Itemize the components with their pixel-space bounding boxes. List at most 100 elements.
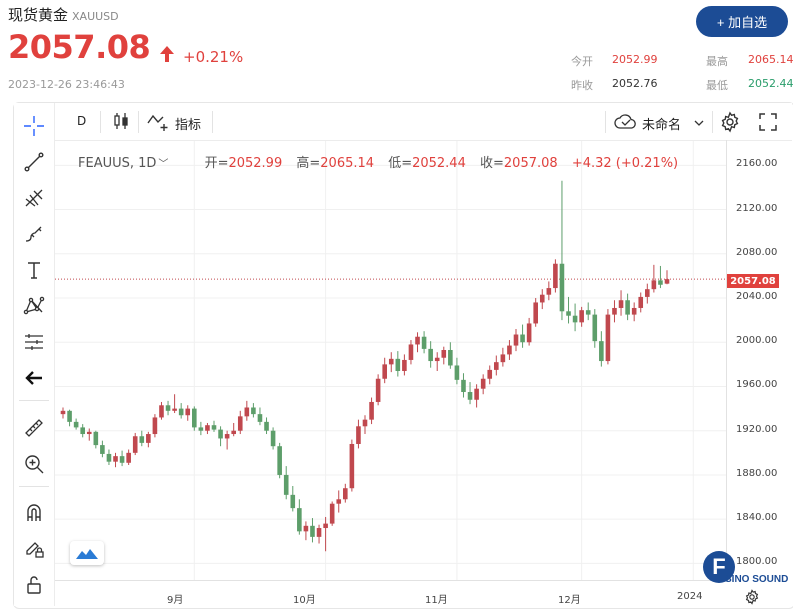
candle[interactable] (658, 265, 663, 289)
candle[interactable] (218, 426, 223, 447)
candle[interactable] (139, 430, 145, 447)
candle[interactable] (283, 466, 289, 500)
candle[interactable] (343, 483, 348, 503)
candle[interactable] (625, 293, 630, 321)
candle[interactable] (539, 289, 545, 310)
candle[interactable] (520, 324, 525, 348)
candle[interactable] (553, 259, 558, 293)
candle[interactable] (237, 410, 243, 435)
candle[interactable] (421, 331, 427, 354)
gear-icon[interactable] (719, 111, 741, 137)
candle[interactable] (231, 422, 236, 437)
candle[interactable] (277, 442, 282, 479)
candle[interactable] (297, 499, 302, 535)
candle[interactable] (651, 264, 657, 293)
candle[interactable] (605, 309, 611, 365)
candle[interactable] (316, 524, 322, 544)
unlock-icon[interactable] (23, 573, 45, 595)
candle[interactable] (474, 384, 479, 408)
candle[interactable] (80, 424, 85, 438)
candle[interactable] (395, 351, 401, 377)
forecast-icon[interactable] (23, 331, 45, 353)
candle[interactable] (618, 290, 624, 316)
candle[interactable] (631, 302, 637, 322)
candle[interactable] (579, 306, 584, 327)
candle[interactable] (408, 340, 414, 365)
candle[interactable] (73, 418, 79, 430)
candle[interactable] (264, 417, 269, 435)
candle[interactable] (146, 431, 151, 448)
candle[interactable] (500, 347, 506, 367)
candle[interactable] (448, 342, 453, 369)
candlestick-chart[interactable] (55, 141, 726, 580)
candle[interactable] (113, 452, 118, 468)
layout-name[interactable]: 未命名 (642, 118, 682, 133)
candle[interactable] (572, 303, 578, 332)
candle[interactable] (566, 296, 571, 324)
candle[interactable] (60, 407, 66, 419)
candle[interactable] (402, 354, 407, 376)
candle[interactable] (599, 331, 604, 367)
add-to-watchlist-button[interactable]: + 加自选 (696, 6, 788, 37)
candle[interactable] (224, 430, 230, 450)
candle[interactable] (434, 352, 440, 372)
interval-selector[interactable]: D (77, 114, 87, 128)
text-tool-icon[interactable] (23, 259, 45, 281)
candle[interactable] (152, 414, 158, 438)
candle[interactable] (638, 292, 644, 313)
candle[interactable] (310, 518, 315, 543)
chevron-down-icon[interactable] (693, 114, 705, 133)
candle[interactable] (244, 400, 250, 421)
candle[interactable] (461, 373, 466, 398)
candle[interactable] (533, 298, 538, 327)
candle[interactable] (159, 401, 164, 420)
candle[interactable] (100, 440, 105, 458)
candle[interactable] (664, 270, 670, 285)
time-axis[interactable] (55, 580, 726, 581)
candle[interactable] (612, 300, 617, 323)
candle[interactable] (356, 419, 361, 449)
lock-drawing-icon[interactable] (23, 537, 45, 559)
candle[interactable] (67, 409, 72, 427)
candle[interactable] (480, 374, 486, 395)
price-axis[interactable] (726, 140, 727, 580)
candle[interactable] (290, 486, 296, 512)
chevron-down-icon[interactable]: ﹀ (158, 159, 169, 170)
candle[interactable] (323, 516, 328, 552)
candle[interactable] (526, 317, 532, 346)
candle[interactable] (415, 332, 420, 353)
candle[interactable] (559, 180, 565, 321)
candle[interactable] (546, 281, 552, 301)
candle[interactable] (592, 309, 598, 348)
candle[interactable] (119, 450, 125, 467)
candle[interactable] (198, 421, 204, 436)
candle[interactable] (349, 439, 355, 492)
crosshair-icon[interactable] (23, 115, 45, 137)
indicators-button[interactable]: 指标 (175, 118, 202, 133)
candle[interactable] (257, 407, 263, 426)
candle[interactable] (270, 427, 276, 450)
candle[interactable] (126, 449, 131, 465)
pattern-icon[interactable] (23, 295, 45, 317)
legend-symbol[interactable]: FEAUUS, 1D (78, 156, 157, 171)
candlestick-type-icon[interactable] (111, 111, 131, 135)
indicators-icon[interactable] (147, 111, 171, 135)
tradingview-logo-icon[interactable] (70, 541, 104, 565)
candle[interactable] (132, 432, 138, 456)
fullscreen-icon[interactable] (757, 111, 779, 137)
candle[interactable] (211, 420, 217, 432)
candle[interactable] (185, 405, 191, 421)
magnet-icon[interactable] (23, 501, 45, 523)
cloud-icon[interactable] (614, 112, 638, 134)
candle[interactable] (467, 382, 473, 405)
axis-settings-gear-icon[interactable] (744, 589, 760, 609)
candle[interactable] (106, 449, 112, 465)
candle[interactable] (165, 400, 171, 416)
candle[interactable] (369, 397, 374, 425)
candle[interactable] (585, 302, 591, 321)
candle[interactable] (205, 422, 210, 435)
candle[interactable] (487, 365, 493, 385)
candle[interactable] (172, 394, 177, 414)
candle[interactable] (645, 283, 650, 304)
candle[interactable] (382, 357, 387, 384)
